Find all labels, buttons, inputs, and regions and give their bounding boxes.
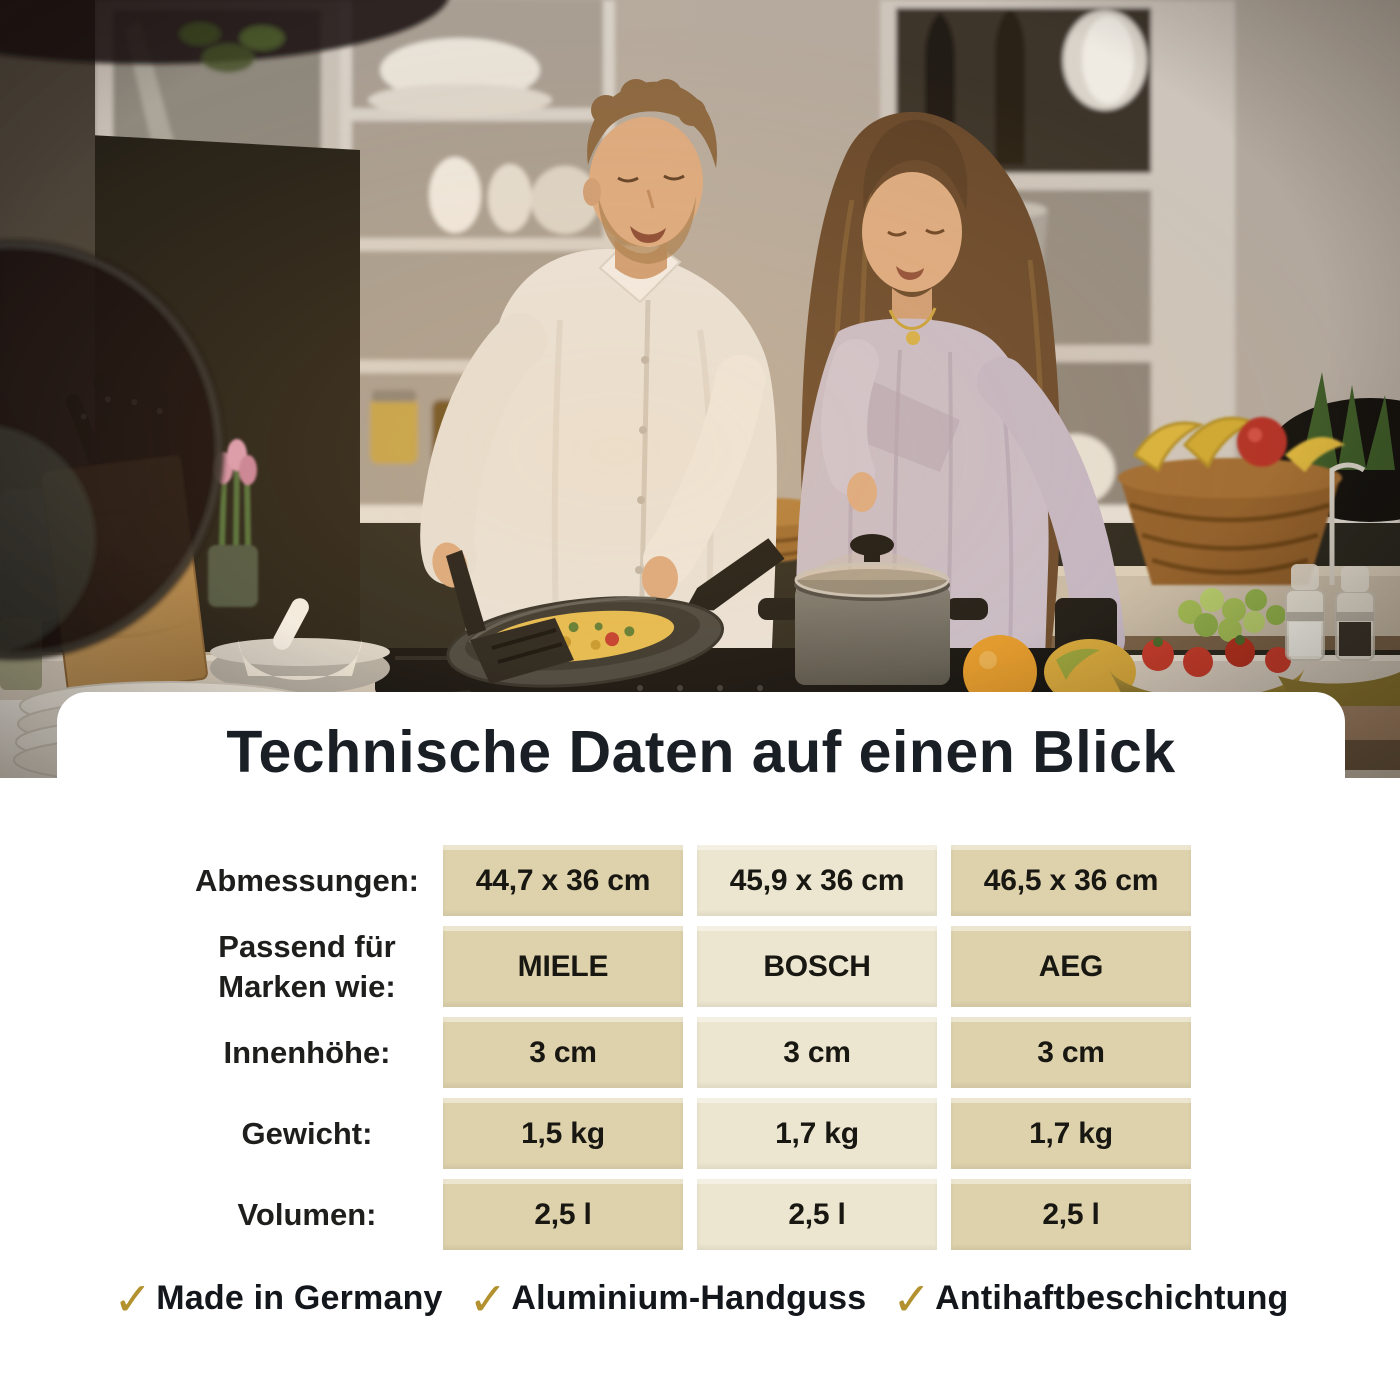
check-icon: ✓ [468,1273,508,1325]
check-icon: ✓ [113,1273,153,1325]
cell-volumen-1: 2,5 l [443,1179,683,1250]
spec-table: Abmessungen: 44,7 x 36 cm 45,9 x 36 cm 4… [185,845,1191,1250]
cell-innenhoehe-3: 3 cm [951,1017,1191,1088]
check-icon: ✓ [892,1273,932,1325]
feature-list: ✓ Made in Germany ✓ Aluminium-Handguss ✓… [57,1273,1345,1325]
cell-gewicht-2: 1,7 kg [697,1098,937,1169]
page-title: Technische Daten auf einen Blick [226,719,1176,785]
feature-aluminium-handguss: ✓ Aluminium-Handguss [468,1273,867,1325]
cell-innenhoehe-1: 3 cm [443,1017,683,1088]
cell-abmessungen-1: 44,7 x 36 cm [443,845,683,916]
feature-antihaftbeschichtung: ✓ Antihaftbeschichtung [892,1273,1289,1325]
cell-volumen-2: 2,5 l [697,1179,937,1250]
cell-gewicht-1: 1,5 kg [443,1098,683,1169]
cell-innenhoehe-2: 3 cm [697,1017,937,1088]
cell-gewicht-3: 1,7 kg [951,1098,1191,1169]
feature-label: Antihaftbeschichtung [935,1279,1289,1318]
tech-data-card: Technische Daten auf einen Blick Abmessu… [57,692,1345,1400]
cell-abmessungen-2: 45,9 x 36 cm [697,845,937,916]
cell-marke-3: AEG [951,926,1191,1007]
row-label-marken: Passend für Marken wie: [218,928,396,1004]
kitchen-photo-svg [0,0,1400,778]
row-label-innenhoehe: Innenhöhe: [223,1034,391,1070]
cell-abmessungen-3: 46,5 x 36 cm [951,845,1191,916]
row-label-volumen: Volumen: [237,1196,377,1232]
cell-marke-1: MIELE [443,926,683,1007]
feature-label: Made in Germany [156,1279,443,1318]
vignette-overlay [0,0,1400,778]
cell-marke-2: BOSCH [697,926,937,1007]
row-label-gewicht: Gewicht: [241,1115,373,1151]
feature-label: Aluminium-Handguss [511,1279,867,1318]
cell-volumen-3: 2,5 l [951,1179,1191,1250]
row-label-abmessungen: Abmessungen: [195,862,419,898]
feature-made-in-germany: ✓ Made in Germany [113,1273,443,1325]
kitchen-photo [0,0,1400,778]
